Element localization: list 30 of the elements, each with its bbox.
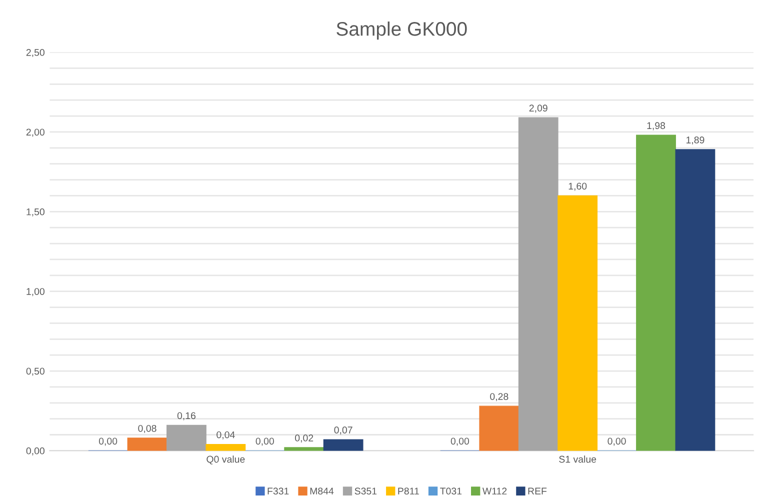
y-tick-label: 1,00 <box>26 288 44 296</box>
data-label: 0,07 <box>334 426 352 435</box>
data-label: 0,16 <box>177 412 196 420</box>
y-tick-label: 2,50 <box>26 49 44 58</box>
legend-label: F331 <box>268 488 289 495</box>
data-label: 0,28 <box>490 393 508 402</box>
y-tick-label: 0,00 <box>26 447 44 456</box>
data-label: 1,98 <box>647 122 666 130</box>
data-label: 0,00 <box>450 438 470 446</box>
y-tick-label: 2,00 <box>26 128 44 137</box>
data-label: 0,00 <box>608 438 626 446</box>
y-tick-label: 0,50 <box>26 368 44 376</box>
data-label: 2,09 <box>529 104 548 113</box>
data-label: 0,00 <box>98 438 118 446</box>
legend-label: P811 <box>398 488 419 495</box>
legend-label: M844 <box>310 488 334 495</box>
data-label: 0,00 <box>256 438 274 446</box>
data-label: 1,60 <box>568 182 587 191</box>
chart-title: Sample GK000 <box>336 22 467 40</box>
data-label: 0,02 <box>295 434 314 443</box>
x-tick-label: Q0 value <box>206 456 245 464</box>
legend-label: W112 <box>482 488 507 494</box>
legend-label: S351 <box>354 488 377 495</box>
legend-label: T031 <box>440 488 462 495</box>
data-label: 0,04 <box>216 431 235 440</box>
data-label: 1,89 <box>686 136 704 145</box>
legend-label: REF <box>528 488 547 494</box>
x-tick-label: S1 value <box>559 456 596 463</box>
data-label: 0,08 <box>138 424 156 433</box>
y-tick-label: 1,50 <box>26 208 44 216</box>
